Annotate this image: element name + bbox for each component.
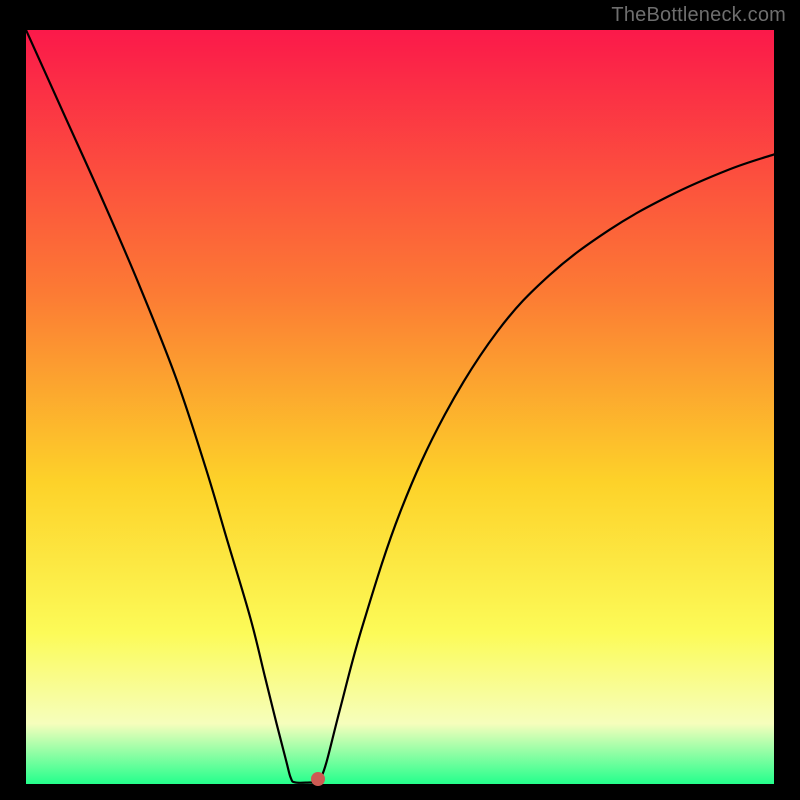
watermark-text: TheBottleneck.com xyxy=(611,4,786,27)
curve-path xyxy=(26,30,774,783)
bottleneck-curve xyxy=(26,30,774,784)
plot-area xyxy=(26,30,774,784)
minimum-marker xyxy=(311,772,325,786)
